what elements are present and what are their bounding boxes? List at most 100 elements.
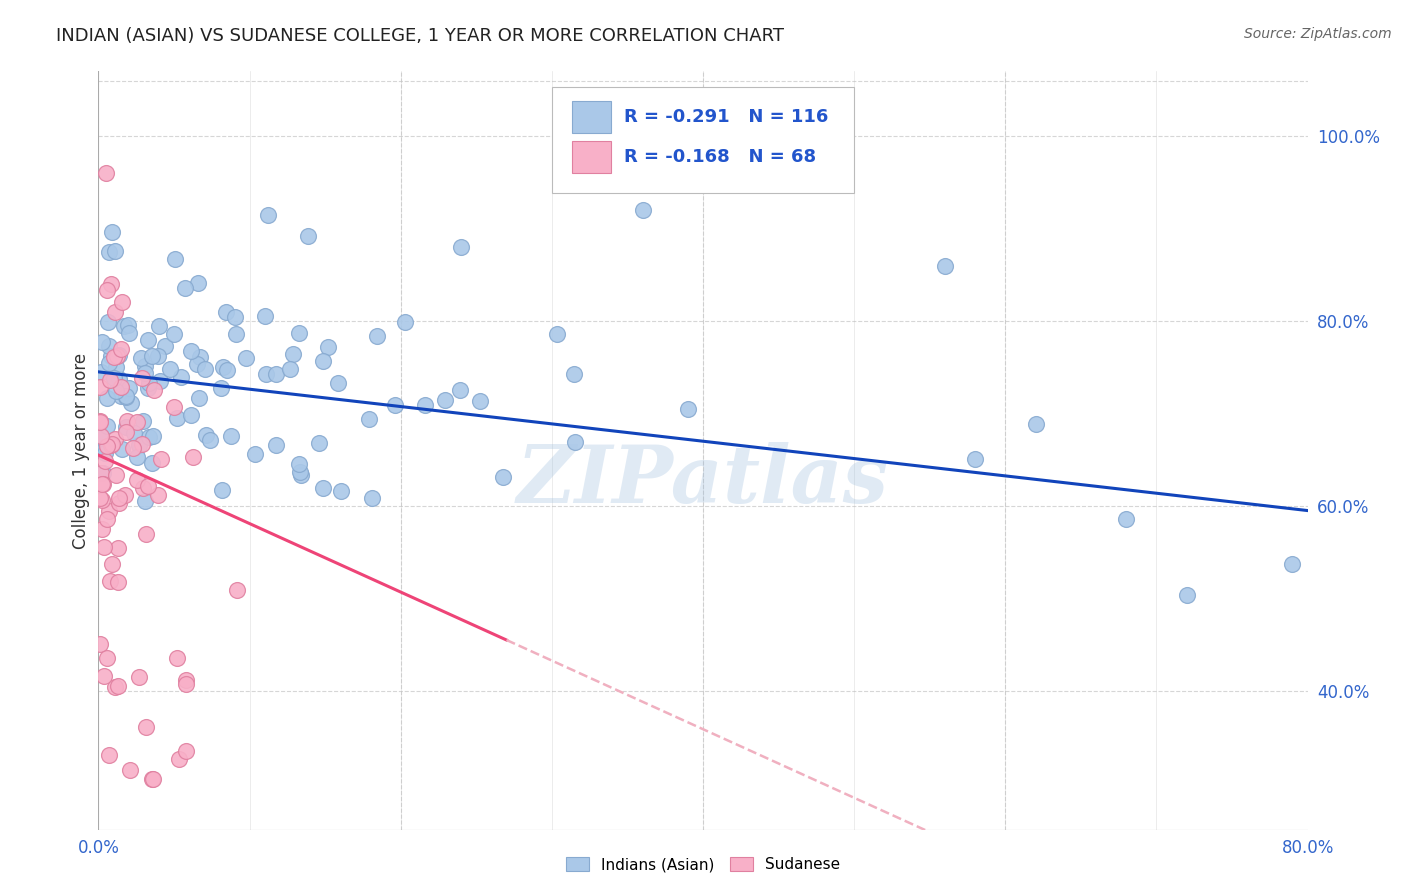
Point	[103, 350, 125, 364]
Point	[110, 379, 132, 393]
Text: R = -0.168   N = 68: R = -0.168 N = 68	[624, 148, 817, 166]
Point	[143, 383, 166, 397]
Legend: Indians (Asian), Sudanese: Indians (Asian), Sudanese	[558, 849, 848, 880]
FancyBboxPatch shape	[551, 87, 855, 193]
Point	[91, 466, 114, 480]
Point	[141, 457, 163, 471]
Point	[105, 349, 128, 363]
Point	[101, 557, 124, 571]
Point	[90, 493, 112, 508]
Point	[235, 351, 257, 366]
Point	[195, 428, 218, 442]
Point	[1281, 557, 1303, 571]
Point	[122, 441, 145, 455]
Point	[89, 380, 111, 394]
Point	[100, 277, 122, 291]
Point	[104, 432, 127, 446]
FancyBboxPatch shape	[572, 101, 612, 133]
Point	[384, 398, 406, 412]
Point	[96, 439, 118, 453]
Point	[104, 244, 127, 258]
Point	[135, 720, 157, 734]
FancyBboxPatch shape	[572, 141, 612, 173]
Point	[105, 360, 128, 375]
Point	[96, 651, 118, 665]
Point	[117, 326, 139, 340]
Point	[104, 384, 127, 398]
Point	[212, 359, 235, 374]
Point	[180, 344, 202, 359]
Point	[100, 350, 122, 364]
Point	[413, 398, 436, 412]
Point	[108, 496, 131, 510]
Point	[115, 425, 138, 439]
Point	[450, 240, 472, 254]
Point	[107, 541, 129, 555]
Point	[136, 381, 159, 395]
Point	[254, 309, 277, 323]
Point	[141, 349, 163, 363]
Point	[159, 362, 181, 376]
Point	[214, 305, 236, 319]
Point	[186, 357, 208, 371]
Point	[111, 295, 134, 310]
Point	[128, 670, 150, 684]
Point	[141, 772, 163, 786]
Point	[136, 479, 159, 493]
Text: R = -0.291   N = 116: R = -0.291 N = 116	[624, 108, 828, 126]
Point	[965, 451, 987, 466]
Point	[257, 208, 280, 222]
Point	[97, 315, 120, 329]
Point	[97, 339, 120, 353]
Point	[194, 362, 217, 376]
Point	[434, 392, 457, 407]
Point	[142, 772, 165, 787]
Point	[934, 259, 956, 273]
Point	[219, 429, 242, 443]
Point	[616, 157, 638, 171]
Point	[98, 504, 121, 518]
Point	[366, 328, 388, 343]
Point	[131, 371, 153, 385]
Point	[449, 383, 471, 397]
Point	[288, 326, 311, 340]
Point	[96, 512, 118, 526]
Point	[170, 370, 193, 384]
Point	[108, 372, 131, 386]
Point	[89, 637, 111, 651]
Point	[266, 368, 288, 382]
Point	[316, 340, 339, 354]
Point	[134, 494, 156, 508]
Point	[90, 334, 112, 349]
Point	[146, 488, 169, 502]
Point	[188, 351, 211, 365]
Point	[104, 468, 127, 483]
Point	[110, 389, 132, 403]
Point	[97, 245, 120, 260]
Point	[94, 442, 117, 456]
Point	[149, 374, 172, 388]
Point	[290, 467, 312, 482]
Point	[361, 491, 384, 505]
Text: Source: ZipAtlas.com: Source: ZipAtlas.com	[1244, 27, 1392, 41]
Point	[98, 748, 121, 763]
Point	[90, 522, 112, 536]
Point	[127, 415, 149, 429]
Point	[117, 318, 139, 332]
Point	[394, 315, 416, 329]
Point	[224, 310, 246, 325]
Point	[330, 484, 353, 499]
Point	[90, 365, 112, 379]
Point	[118, 381, 141, 395]
Point	[564, 434, 586, 449]
Point	[149, 451, 172, 466]
Point	[211, 483, 233, 497]
Point	[90, 466, 112, 480]
Point	[110, 343, 132, 357]
Point	[245, 447, 267, 461]
Point	[281, 347, 304, 361]
Point	[357, 411, 380, 425]
Point	[226, 582, 249, 597]
Point	[94, 454, 117, 468]
Point	[165, 252, 187, 266]
